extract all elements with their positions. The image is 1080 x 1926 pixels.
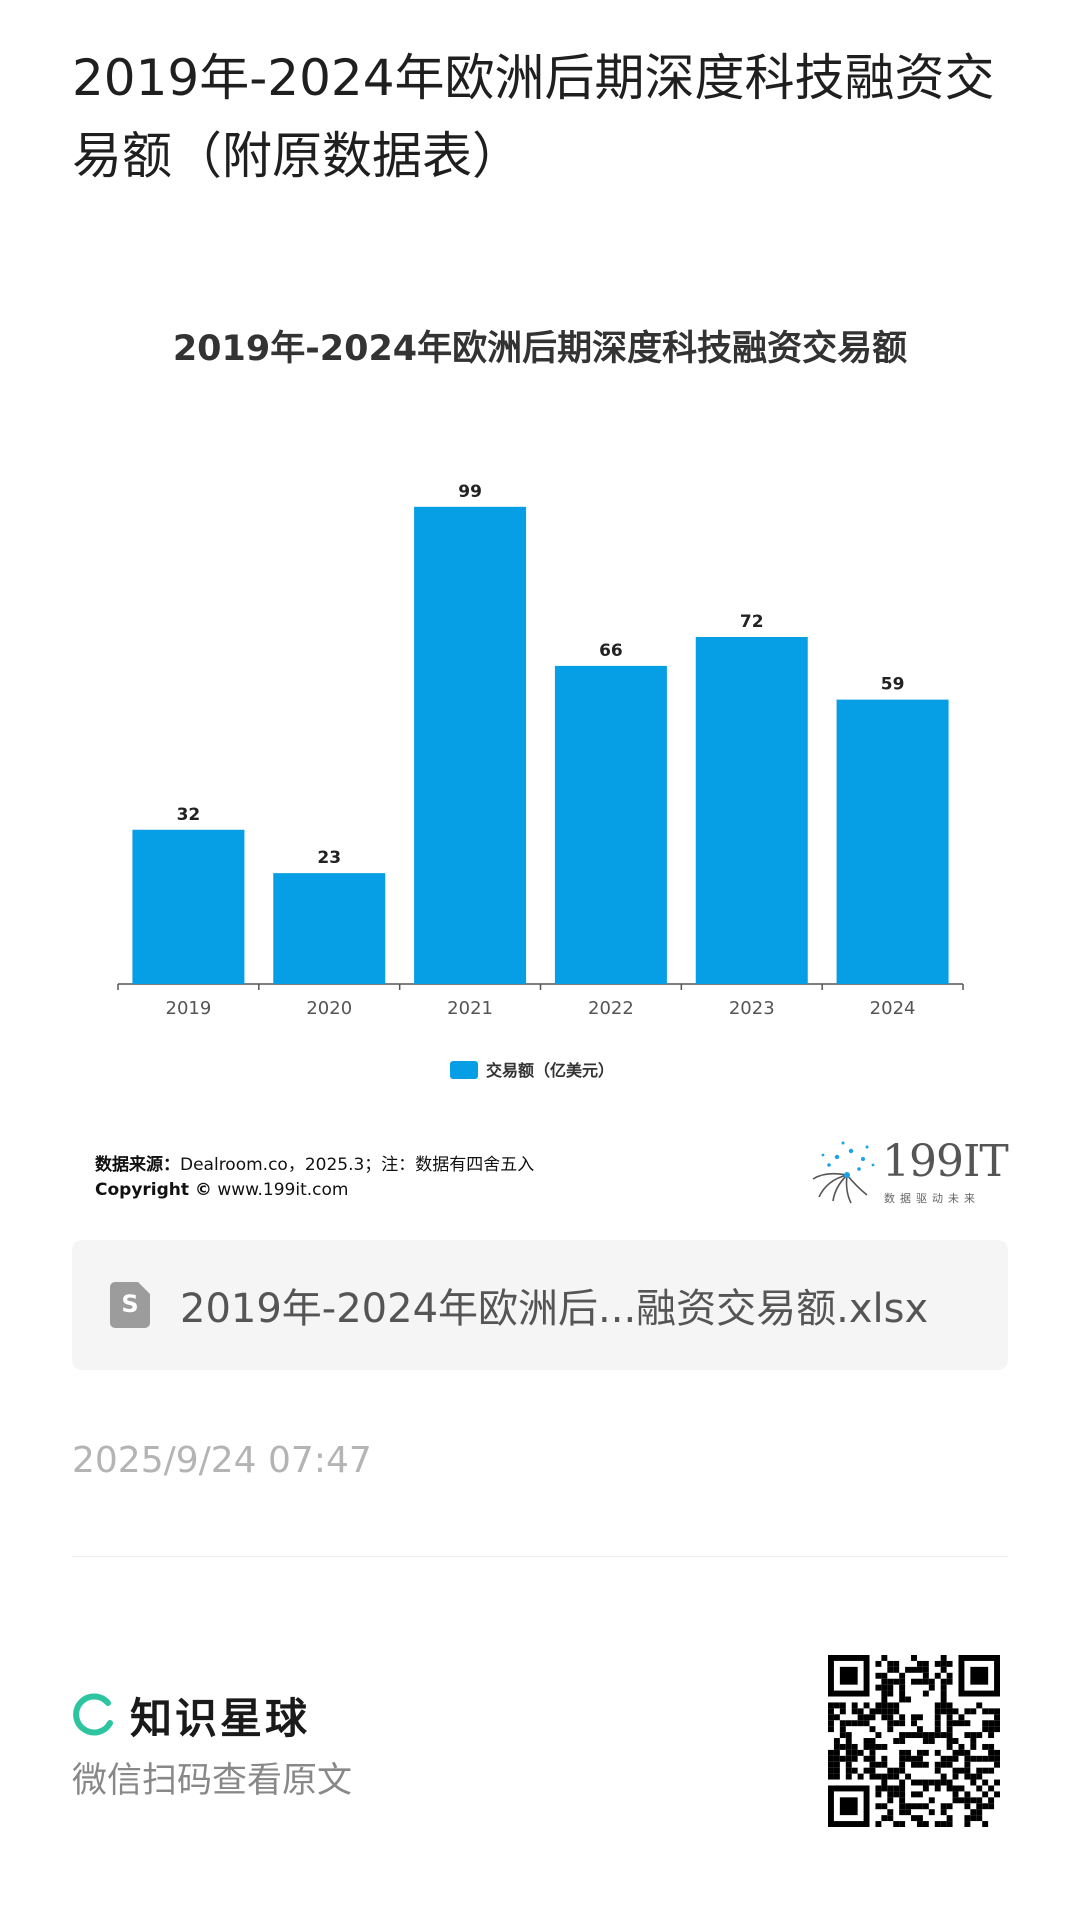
- data-label-2022: 66: [599, 641, 623, 661]
- tick-label-2021: 2021: [447, 998, 493, 1019]
- file-icon-letter: S: [121, 1290, 139, 1318]
- divider: [72, 1556, 1008, 1557]
- spreadsheet-file-icon: S: [110, 1282, 150, 1328]
- tick-label-2024: 2024: [870, 998, 916, 1019]
- bar-chart: 32 2019 23 2020 99 2021 66 2022 72 2023 59 2024 交易额（…: [117, 482, 964, 1080]
- legend-swatch: [450, 1061, 478, 1079]
- knowledge-planet-logo-icon: [73, 1693, 113, 1736]
- data-source: 数据来源：Dealroom.co，2025.3；注：数据有四舍五入: [95, 1150, 534, 1175]
- page-title: 2019年-2024年欧洲后期深度科技融资交易额（附原数据表）: [72, 49, 995, 185]
- data-label-2021: 99: [458, 482, 482, 502]
- source-label: 数据来源：: [95, 1155, 180, 1175]
- tick-label-2020: 2020: [306, 998, 352, 1019]
- chart-title: 2019年-2024年欧洲后期深度科技融资交易额: [172, 329, 908, 369]
- attachment-card[interactable]: S 2019年-2024年欧洲后...融资交易额.xlsx: [72, 1240, 1008, 1370]
- tick-label-2023: 2023: [729, 998, 775, 1019]
- data-label-2024: 59: [881, 675, 905, 695]
- data-label-2019: 32: [177, 805, 201, 825]
- data-label-2020: 23: [317, 848, 341, 868]
- qr-code[interactable]: [828, 1655, 1000, 1827]
- bar-2021: [414, 506, 527, 984]
- chart-image: 2019年-2024年欧洲后期深度科技融资交易额 32 2019 23 2020 99 2…: [72, 300, 1009, 1220]
- legend-label: 交易额（亿美元）: [486, 1061, 614, 1080]
- brand-text: 199IT: [882, 1136, 1009, 1187]
- publish-timestamp: 2025/9/24 07:47: [72, 1440, 372, 1481]
- brand-slogan: 数据驱动未来: [884, 1192, 980, 1205]
- copyright-label: Copyright ©: [95, 1180, 212, 1200]
- copyright: Copyright © www.199it.com: [95, 1180, 348, 1200]
- bar-2020: [273, 873, 386, 984]
- bar-2023: [695, 636, 808, 984]
- source-text: Dealroom.co，2025.3；注：数据有四舍五入: [180, 1155, 535, 1175]
- copyright-text: www.199it.com: [211, 1180, 349, 1200]
- bar-2022: [554, 665, 667, 984]
- bar-2019: [132, 829, 245, 984]
- scan-hint: 微信扫码查看原文: [72, 1761, 353, 1801]
- bar-2024: [836, 699, 949, 984]
- data-label-2023: 72: [740, 612, 764, 632]
- tick-label-2019: 2019: [166, 998, 212, 1019]
- brand-name: 知识星球: [130, 1694, 311, 1743]
- brand-logo-icon: [812, 1141, 875, 1204]
- tick-label-2022: 2022: [588, 998, 634, 1019]
- attachment-file-name: 2019年-2024年欧洲后...融资交易额.xlsx: [180, 1286, 929, 1332]
